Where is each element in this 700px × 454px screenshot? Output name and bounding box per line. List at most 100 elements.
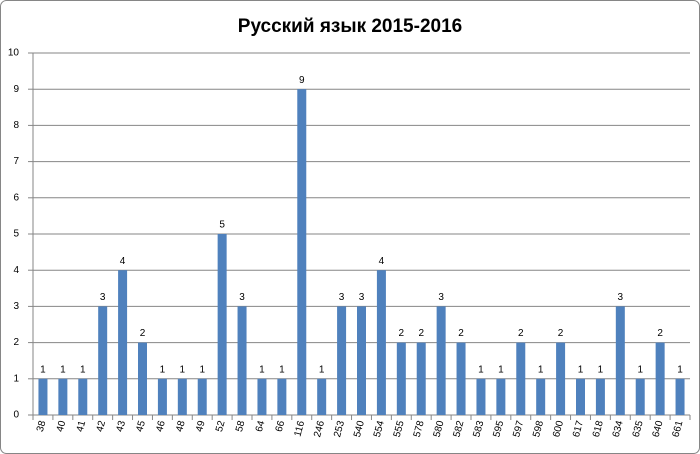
bar bbox=[635, 378, 645, 415]
x-tick-label: 46 bbox=[154, 419, 168, 433]
data-label: 1 bbox=[538, 364, 544, 375]
x-tick-label: 246 bbox=[312, 419, 327, 438]
data-label: 1 bbox=[80, 364, 86, 375]
bar bbox=[655, 342, 665, 415]
data-label: 2 bbox=[418, 328, 424, 339]
data-label: 3 bbox=[339, 292, 345, 303]
data-label: 1 bbox=[319, 364, 325, 375]
bar bbox=[496, 378, 506, 415]
data-label: 1 bbox=[598, 364, 604, 375]
y-tick-label: 5 bbox=[13, 229, 19, 240]
data-label: 1 bbox=[279, 364, 285, 375]
bar bbox=[138, 342, 147, 415]
bar bbox=[595, 378, 605, 415]
x-tick-label: 617 bbox=[571, 419, 586, 438]
data-label: 1 bbox=[677, 364, 683, 375]
data-label: 2 bbox=[558, 328, 564, 339]
data-label: 4 bbox=[120, 256, 126, 267]
x-tick-label: 40 bbox=[55, 419, 69, 433]
bar bbox=[476, 378, 486, 415]
bar bbox=[675, 378, 685, 415]
bar bbox=[536, 378, 546, 415]
data-label: 1 bbox=[40, 364, 46, 375]
x-tick-label: 583 bbox=[471, 419, 486, 438]
data-label: 1 bbox=[498, 364, 504, 375]
bar bbox=[297, 89, 307, 415]
data-label: 3 bbox=[239, 292, 245, 303]
bar bbox=[416, 342, 426, 415]
data-label: 3 bbox=[359, 292, 365, 303]
bar bbox=[217, 234, 227, 415]
x-tick-label: 52 bbox=[214, 419, 228, 433]
x-tick-label: 64 bbox=[254, 419, 268, 433]
bar bbox=[58, 378, 68, 415]
data-label: 1 bbox=[199, 364, 205, 375]
x-tick-label: 58 bbox=[234, 419, 248, 433]
bar bbox=[516, 342, 526, 415]
data-label: 1 bbox=[60, 364, 66, 375]
data-label: 3 bbox=[438, 292, 444, 303]
x-tick-label: 554 bbox=[372, 419, 387, 438]
bar bbox=[98, 306, 108, 415]
y-tick-label: 4 bbox=[13, 265, 19, 276]
x-tick-label: 618 bbox=[591, 419, 606, 438]
data-label: 3 bbox=[618, 292, 624, 303]
bar bbox=[615, 306, 625, 415]
x-tick-label: 595 bbox=[491, 419, 506, 438]
bar bbox=[78, 378, 88, 415]
x-tick-label: 41 bbox=[75, 419, 89, 433]
x-tick-label: 43 bbox=[115, 419, 129, 433]
data-label: 2 bbox=[518, 328, 524, 339]
x-tick-label: 598 bbox=[531, 419, 546, 438]
y-tick-label: 10 bbox=[8, 48, 20, 59]
data-label: 1 bbox=[478, 364, 484, 375]
y-tick-label: 1 bbox=[13, 373, 19, 384]
data-label: 1 bbox=[180, 364, 186, 375]
y-tick-label: 0 bbox=[13, 410, 19, 421]
x-tick-label: 600 bbox=[551, 419, 566, 438]
bar bbox=[118, 270, 128, 415]
y-tick-label: 9 bbox=[13, 84, 19, 95]
data-label: 2 bbox=[140, 328, 146, 339]
data-label: 9 bbox=[299, 75, 305, 86]
bar bbox=[456, 342, 466, 415]
x-tick-label: 640 bbox=[651, 419, 666, 438]
x-tick-label: 578 bbox=[412, 419, 427, 438]
x-tick-label: 45 bbox=[134, 419, 148, 433]
data-label: 5 bbox=[219, 220, 225, 231]
bar bbox=[436, 306, 446, 415]
bar bbox=[357, 306, 366, 415]
y-tick-label: 6 bbox=[13, 192, 19, 203]
data-label: 3 bbox=[100, 292, 106, 303]
bar bbox=[177, 378, 187, 415]
data-label: 1 bbox=[637, 364, 643, 375]
x-tick-label: 635 bbox=[631, 419, 646, 438]
bar bbox=[556, 342, 566, 415]
y-tick-label: 2 bbox=[13, 337, 19, 348]
x-tick-label: 580 bbox=[432, 419, 447, 438]
x-tick-label: 253 bbox=[332, 419, 347, 438]
x-tick-label: 661 bbox=[671, 419, 686, 438]
bar bbox=[38, 378, 48, 415]
data-label: 2 bbox=[399, 328, 405, 339]
x-tick-label: 582 bbox=[452, 419, 467, 438]
chart-title: Русский язык 2015-2016 bbox=[238, 16, 462, 37]
x-tick-label: 634 bbox=[611, 419, 626, 438]
data-label: 1 bbox=[160, 364, 166, 375]
bar bbox=[277, 378, 287, 415]
x-tick-label: 597 bbox=[511, 419, 526, 438]
y-tick-label: 7 bbox=[13, 156, 19, 167]
bar bbox=[376, 270, 386, 415]
bar bbox=[257, 378, 267, 415]
data-label: 2 bbox=[657, 328, 663, 339]
data-label: 1 bbox=[259, 364, 265, 375]
bar bbox=[396, 342, 406, 415]
x-tick-label: 48 bbox=[174, 419, 188, 433]
data-label: 1 bbox=[578, 364, 584, 375]
y-tick-label: 3 bbox=[13, 301, 19, 312]
x-tick-label: 38 bbox=[35, 419, 49, 433]
x-tick-label: 540 bbox=[352, 419, 367, 438]
x-tick-label: 116 bbox=[292, 419, 307, 438]
bar bbox=[576, 378, 585, 415]
